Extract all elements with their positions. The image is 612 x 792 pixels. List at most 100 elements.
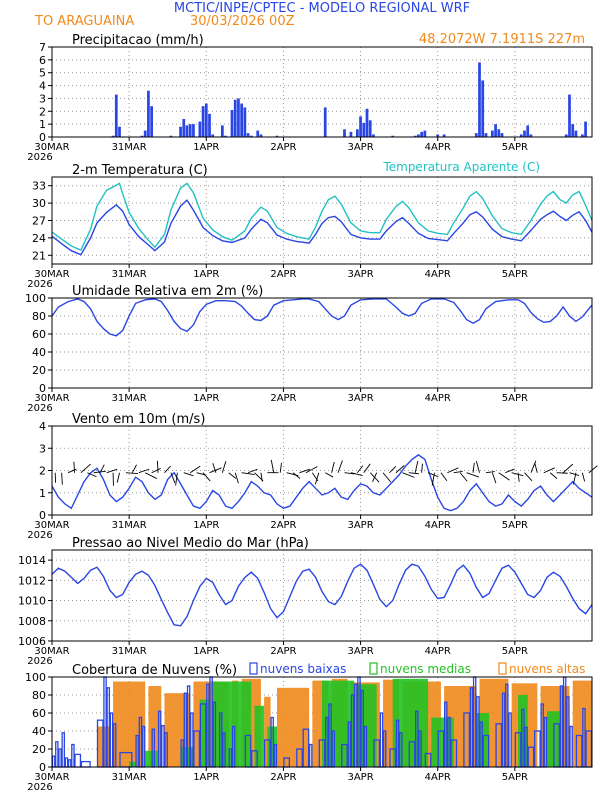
x-tick-label: 4APR xyxy=(425,393,451,404)
x-tick-label: 30MAR xyxy=(34,646,69,657)
precip-bar xyxy=(365,108,369,137)
precip-bar xyxy=(423,130,427,137)
x-tick-label: 2APR xyxy=(270,393,296,404)
wind-barb xyxy=(581,472,586,482)
panel-frame xyxy=(51,46,593,138)
x-year-label: 2026 xyxy=(27,403,52,414)
x-year-label: 2026 xyxy=(27,530,52,541)
wind-barb xyxy=(427,472,439,478)
precip-bar xyxy=(150,106,154,137)
panel-title: Umidade Relativa em 2m (%) xyxy=(72,284,263,299)
series-line-1 xyxy=(51,182,593,252)
precip-bar xyxy=(474,133,478,137)
wind-barb xyxy=(350,472,363,477)
x-tick-label: 30MAR xyxy=(34,393,69,404)
wind-barb xyxy=(279,462,282,473)
wind-barb xyxy=(588,465,598,474)
y-tick-label: 2 xyxy=(39,105,46,118)
precip-bar xyxy=(240,103,244,137)
y-tick-label: 4 xyxy=(39,80,46,93)
precip-bar xyxy=(323,107,327,137)
precip-bar xyxy=(198,121,202,137)
y-tick-label: 1 xyxy=(39,487,46,500)
wind-barb xyxy=(106,468,118,474)
x-year-label: 2026 xyxy=(27,152,52,163)
cloud-bar-medium xyxy=(254,705,265,767)
cloud-bar-low xyxy=(51,755,56,768)
cloud-bar-low xyxy=(58,748,62,768)
wind-barb xyxy=(247,468,258,474)
wind-barb xyxy=(241,472,255,476)
wind-barb xyxy=(292,472,301,479)
panel-5: 0 20 40 60 80 100 30MAR 31MAR 1APR 2APR 3APR 4APR 5A… xyxy=(25,662,593,792)
wind-barb xyxy=(431,472,435,486)
panel-frame xyxy=(51,176,593,265)
wind-barb xyxy=(447,467,459,474)
legend-swatch-1 xyxy=(369,662,378,675)
precip-bar xyxy=(368,120,372,137)
precip-bar xyxy=(224,135,227,137)
wind-barb xyxy=(183,472,194,477)
wind-barb xyxy=(363,463,371,473)
x-year-label: 2026 xyxy=(27,656,52,667)
y-tick-label: 0 xyxy=(39,131,46,144)
panel-frame xyxy=(51,297,593,389)
precip-bar xyxy=(481,80,485,137)
precip-bar xyxy=(179,126,182,137)
y-tick-label: 40 xyxy=(32,725,46,738)
wind-barb xyxy=(228,472,237,479)
wind-barb xyxy=(305,466,318,474)
x-tick-label: 5APR xyxy=(502,393,528,404)
wind-barb xyxy=(234,472,239,484)
precip-bar xyxy=(420,131,424,137)
y-tick-label: 4 xyxy=(39,420,46,433)
wind-barb xyxy=(67,468,77,474)
x-tick-label: 3APR xyxy=(347,269,373,280)
cloud-bar-high xyxy=(277,687,310,767)
y-tick-label: 1014 xyxy=(18,554,46,567)
precip-bar xyxy=(574,130,578,137)
header-run: 30/03/2026 00Z xyxy=(190,14,295,29)
precip-bar xyxy=(204,103,208,137)
precip-bar xyxy=(208,113,211,137)
wind-barb xyxy=(572,472,577,485)
wind-barb xyxy=(505,468,515,474)
wind-barb xyxy=(314,472,320,485)
x-tick-label: 2APR xyxy=(270,520,296,531)
panel-4: 1006 1008 1010 1012 1014 30MAR 31MAR 1APR 2APR 3A… xyxy=(18,536,593,667)
wind-barb xyxy=(145,472,158,479)
wind-barb xyxy=(175,472,178,486)
wind-barb xyxy=(408,472,419,475)
wind-barb xyxy=(164,465,171,474)
cloud-bar-low xyxy=(508,712,512,768)
x-tick-label: 5APR xyxy=(502,269,528,280)
wind-barb xyxy=(511,472,524,477)
panel-frame xyxy=(51,425,593,516)
precip-bar xyxy=(523,130,526,137)
precip-bar xyxy=(478,62,481,137)
x-tick-label: 1APR xyxy=(193,142,219,153)
y-tick-label: 5 xyxy=(39,67,46,80)
precip-bar xyxy=(182,119,186,137)
wind-barb xyxy=(530,460,537,473)
x-tick-label: 2APR xyxy=(270,772,296,783)
wind-barb xyxy=(524,472,533,482)
wind-barb xyxy=(556,472,568,474)
x-year-label: 2026 xyxy=(27,782,52,792)
x-tick-label: 3APR xyxy=(347,772,373,783)
wind-barb xyxy=(549,472,558,479)
x-tick-label: 2APR xyxy=(270,142,296,153)
wind-barb xyxy=(99,464,105,473)
apparent-temperature-legend: Temperatura Aparente (C) xyxy=(382,160,540,174)
series-line-0 xyxy=(51,563,593,627)
x-tick-label: 3APR xyxy=(347,646,373,657)
wind-barb xyxy=(93,470,106,474)
wind-barb xyxy=(440,472,448,482)
wind-barb xyxy=(116,472,120,483)
legend-swatch-0 xyxy=(249,662,258,675)
precip-bar xyxy=(169,135,173,137)
precip-bar xyxy=(143,130,147,137)
y-tick-label: 1008 xyxy=(18,615,46,628)
cloud-bar-low xyxy=(109,712,114,768)
y-tick-label: 1010 xyxy=(18,595,46,608)
